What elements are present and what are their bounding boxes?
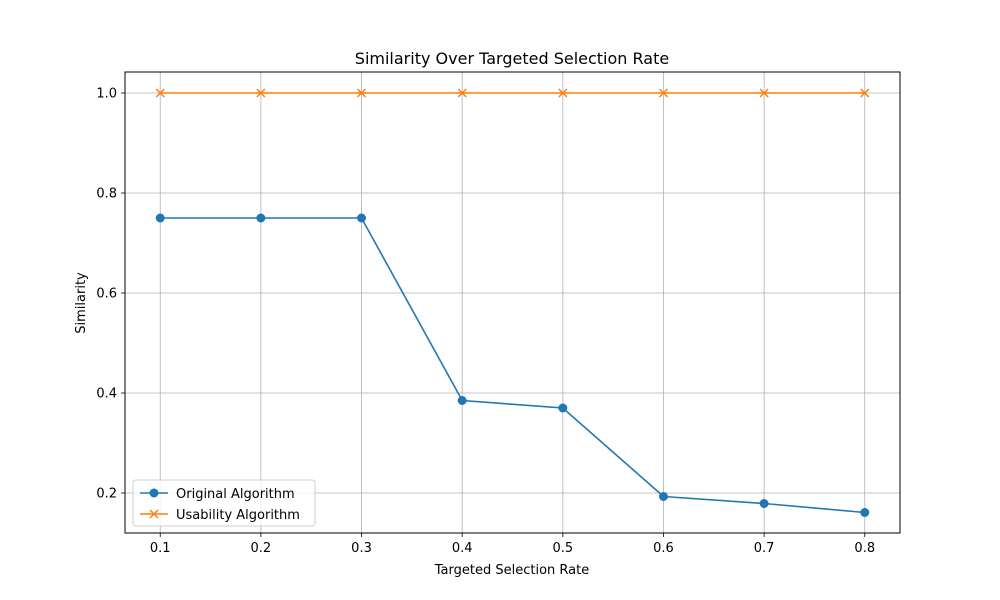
x-tick-label: 0.1 xyxy=(150,541,171,556)
legend: Original Algorithm Usability Algorithm xyxy=(132,479,316,527)
x-axis-ticks: 0.1 0.2 0.3 0.4 0.5 0.6 0.7 0.8 xyxy=(150,533,875,556)
y-axis-label: Similarity xyxy=(74,272,89,334)
x-tick-label: 0.3 xyxy=(351,541,372,556)
x-tick-label: 0.8 xyxy=(854,541,875,556)
chart-title: Similarity Over Targeted Selection Rate xyxy=(355,49,669,68)
data-point-usability xyxy=(658,88,669,98)
x-axis-label: Targeted Selection Rate xyxy=(434,563,589,578)
series-line-original xyxy=(160,217,865,514)
data-point-usability xyxy=(457,88,467,98)
y-axis-ticks: 0.2 0.4 0.6 0.8 1.0 xyxy=(96,87,125,502)
legend-label-original: Original Algorithm xyxy=(176,487,295,502)
legend-marker-original xyxy=(149,488,159,498)
legend-marker-usability xyxy=(149,509,159,519)
x-tick-label: 0.7 xyxy=(754,541,775,556)
x-tick-label: 0.4 xyxy=(452,541,473,556)
x-tick-label: 0.5 xyxy=(552,541,573,556)
data-point-original xyxy=(558,403,568,413)
y-tick-label: 0.2 xyxy=(96,487,117,502)
y-tick-label: 0.4 xyxy=(96,387,117,402)
data-point-usability xyxy=(356,88,367,98)
data-point-usability xyxy=(759,88,769,98)
data-point-original xyxy=(658,492,668,501)
x-tick-label: 0.6 xyxy=(653,541,674,556)
data-point-usability xyxy=(256,88,266,98)
x-tick-label: 0.2 xyxy=(251,541,272,556)
data-point-usability xyxy=(155,88,165,98)
legend-label-usability: Usability Algorithm xyxy=(176,508,300,523)
data-point-original xyxy=(457,396,467,405)
data-point-original xyxy=(155,213,165,223)
grid-lines xyxy=(125,72,900,533)
data-point-original xyxy=(256,213,266,223)
legend-box xyxy=(132,479,316,527)
data-point-original xyxy=(357,213,367,223)
data-point-original xyxy=(860,508,870,517)
y-tick-label: 0.6 xyxy=(96,287,117,302)
data-point-usability xyxy=(558,88,568,98)
data-point-usability xyxy=(860,88,870,98)
data-point-original xyxy=(759,499,769,508)
y-tick-label: 0.8 xyxy=(96,187,117,202)
series-layer xyxy=(155,88,870,517)
y-tick-label: 1.0 xyxy=(96,87,117,102)
plot-frame xyxy=(124,71,901,534)
